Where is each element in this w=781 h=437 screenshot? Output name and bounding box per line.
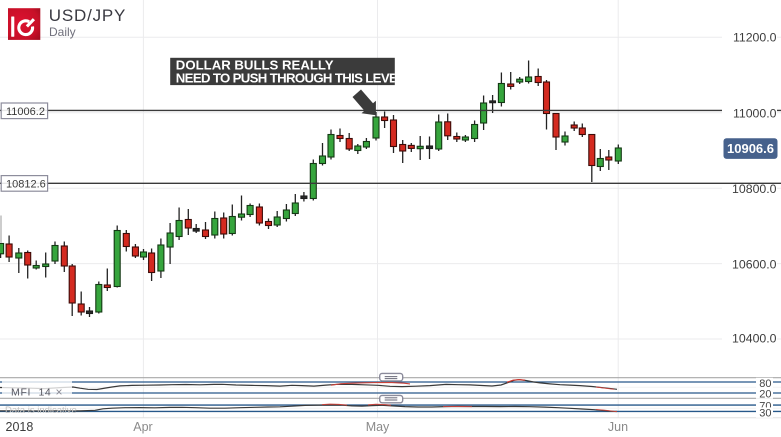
svg-text:10812.6: 10812.6 [6, 179, 46, 191]
svg-text:May: May [366, 420, 390, 434]
svg-text:Daily: Daily [49, 25, 76, 39]
svg-text:Jun: Jun [608, 420, 628, 434]
svg-text:30: 30 [759, 407, 771, 419]
svg-text:USD/JPY: USD/JPY [49, 6, 126, 25]
svg-text:Apr: Apr [133, 420, 152, 434]
svg-text:11006.2: 11006.2 [6, 106, 45, 118]
svg-text:10400.0: 10400.0 [732, 332, 777, 346]
svg-text:MFI: MFI [11, 386, 31, 398]
svg-text:80: 80 [759, 378, 771, 390]
svg-text:2018: 2018 [6, 420, 34, 434]
svg-text:10600.0: 10600.0 [732, 257, 777, 271]
svg-text:10906.6: 10906.6 [727, 141, 774, 156]
svg-text:×: × [56, 385, 63, 399]
svg-text:NEED TO PUSH THROUGH THIS LEVE: NEED TO PUSH THROUGH THIS LEVEL [176, 70, 405, 85]
svg-text:14: 14 [39, 386, 52, 398]
svg-text:Data is indicative: Data is indicative [5, 405, 77, 416]
svg-text:10800.0: 10800.0 [732, 182, 777, 196]
svg-text:DOLLAR BULLS REALLY: DOLLAR BULLS REALLY [176, 57, 334, 72]
svg-text:11200.0: 11200.0 [733, 31, 777, 45]
svg-text:11000.0: 11000.0 [733, 107, 777, 121]
svg-text:20: 20 [759, 388, 771, 400]
